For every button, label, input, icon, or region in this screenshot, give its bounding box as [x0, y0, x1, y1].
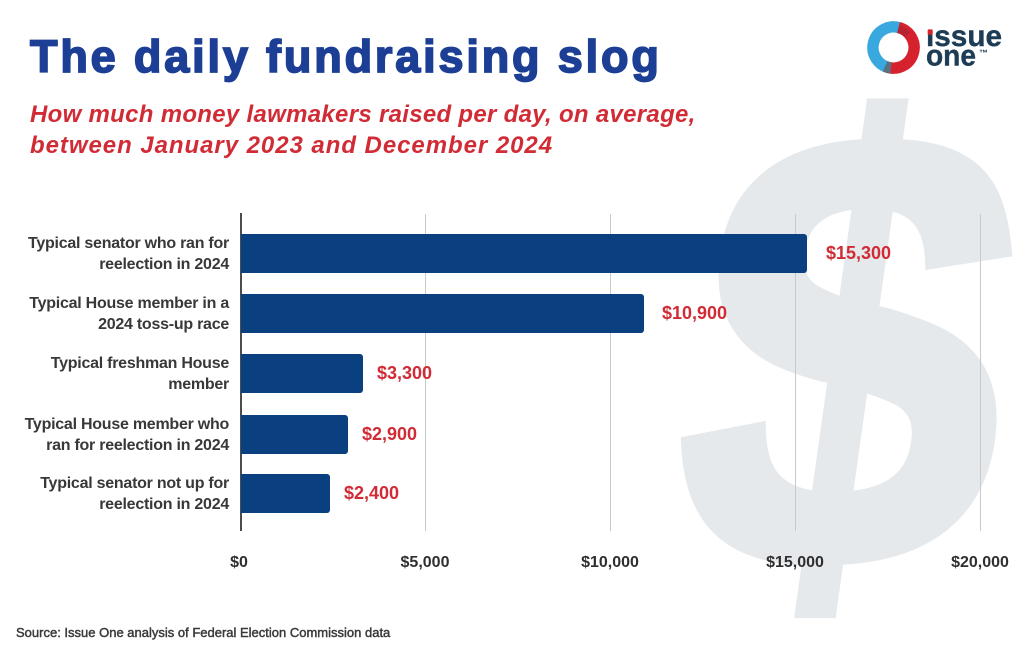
svg-text:™: ™ [979, 48, 988, 58]
svg-text:ıssue: ıssue [926, 20, 1002, 53]
svg-text:one: one [926, 40, 976, 73]
